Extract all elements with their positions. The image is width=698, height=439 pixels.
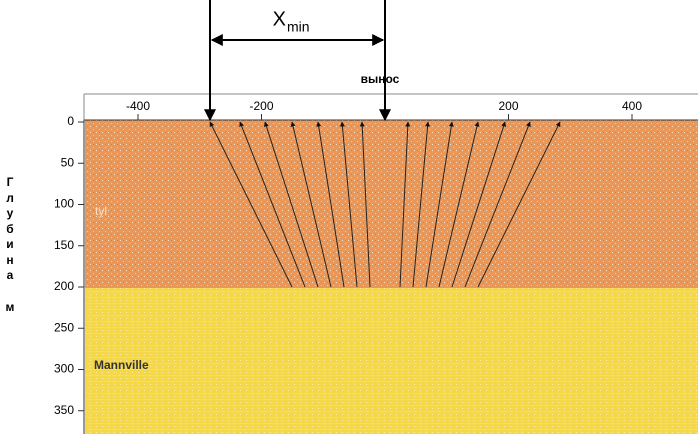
x-tick-label: -400 xyxy=(126,99,150,113)
ray xyxy=(209,121,293,288)
x-tick-label: -200 xyxy=(249,99,273,113)
y-tick-label: 100 xyxy=(54,197,74,211)
ray xyxy=(339,121,358,288)
y-tick-label: 350 xyxy=(54,403,74,417)
ray xyxy=(239,121,306,288)
y-tick-label: 200 xyxy=(54,279,74,293)
xmin-symbol: X xyxy=(273,8,286,30)
ray xyxy=(477,121,561,288)
upper-layer xyxy=(85,120,698,288)
ray xyxy=(451,121,507,288)
layer-label: Mannville xyxy=(94,358,149,372)
y-tick-label: 50 xyxy=(61,155,75,169)
ray xyxy=(263,121,319,288)
ray xyxy=(438,121,480,288)
axis-label: Глубина xyxy=(6,175,14,282)
ray xyxy=(399,121,411,288)
ray xyxy=(359,121,371,288)
offset-label: вынос xyxy=(361,72,400,86)
ray xyxy=(425,121,454,288)
ray xyxy=(316,121,345,288)
y-tick-label: 150 xyxy=(54,238,74,252)
ray xyxy=(412,121,431,288)
layer-label: tyl xyxy=(95,204,107,218)
x-tick-label: 200 xyxy=(498,99,518,113)
y-tick-label: 300 xyxy=(54,362,74,376)
lower-layer xyxy=(85,288,698,434)
rays xyxy=(209,121,561,288)
ray xyxy=(290,121,332,288)
xmin-subscript: min xyxy=(287,19,310,35)
x-tick-label: 400 xyxy=(622,99,642,113)
axis-unit: м xyxy=(5,300,15,314)
ray xyxy=(464,121,531,288)
y-tick-label: 250 xyxy=(54,320,74,334)
y-tick-label: 0 xyxy=(67,114,74,128)
